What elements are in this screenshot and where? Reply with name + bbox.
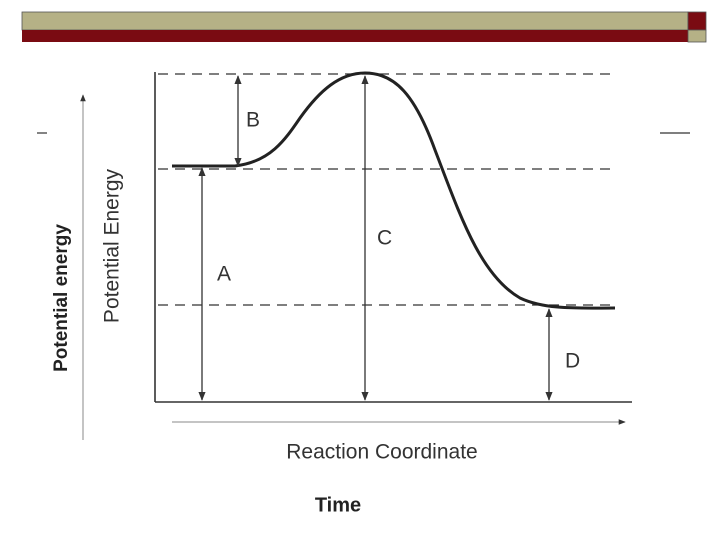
label-b: B: [246, 109, 260, 132]
label-c: C: [377, 227, 392, 250]
header-bar-dark: [22, 30, 688, 42]
outer-y-label: Potential energy: [51, 224, 72, 372]
header-bar: [21, 11, 689, 31]
label-a: A: [217, 263, 231, 286]
header-square: [687, 11, 707, 31]
energy-curve: [172, 71, 616, 310]
arrows: [198, 75, 553, 401]
label-d: D: [565, 350, 580, 373]
header-square: [687, 29, 707, 43]
x-label: Reaction Coordinate: [286, 441, 477, 464]
outer-x-label: Time: [315, 494, 361, 516]
y-label: Potential Energy: [101, 168, 124, 323]
